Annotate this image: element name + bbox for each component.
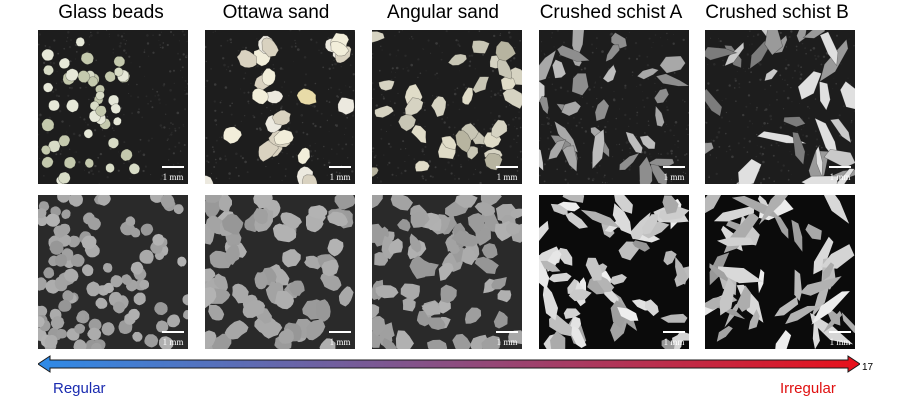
irregular-label: Irregular xyxy=(780,380,836,397)
ct-crushed-schist-b-image: 1 mm xyxy=(705,195,855,349)
column-title-angular-sand: Angular sand xyxy=(387,2,499,23)
photo-glass-beads-image: 1 mm xyxy=(38,30,188,184)
ct-angular-sand: 1 mm xyxy=(372,195,522,349)
photo-crushed-schist-a: 1 mm xyxy=(539,30,689,184)
ct-angular-sand-image: 1 mm xyxy=(372,195,522,349)
scale-bar: 1 mm xyxy=(162,331,184,347)
column-title-glass-beads: Glass beads xyxy=(58,2,164,23)
ct-crushed-schist-b: 1 mm xyxy=(705,195,855,349)
svg-text:1 mm: 1 mm xyxy=(163,172,184,182)
scale-bar: 1 mm xyxy=(663,331,685,347)
ct-crushed-schist-a: 1 mm xyxy=(539,195,689,349)
scale-bar: 1 mm xyxy=(829,331,851,347)
scale-bar: 1 mm xyxy=(162,166,184,182)
svg-text:1 mm: 1 mm xyxy=(830,337,851,347)
photo-crushed-schist-b: 1 mm xyxy=(705,30,855,184)
svg-text:1 mm: 1 mm xyxy=(497,337,518,347)
photo-ottawa-sand-image: 1 mm xyxy=(205,30,355,184)
svg-text:1 mm: 1 mm xyxy=(330,337,351,347)
photo-crushed-schist-a-image: 1 mm xyxy=(539,30,689,184)
ct-glass-beads: 1 mm xyxy=(38,195,188,349)
regularity-gradient-arrow xyxy=(38,355,860,373)
gradient-arrow-shape xyxy=(38,355,860,373)
svg-text:1 mm: 1 mm xyxy=(664,172,685,182)
svg-text:1 mm: 1 mm xyxy=(830,172,851,182)
ct-glass-beads-image: 1 mm xyxy=(38,195,188,349)
ct-ottawa-sand: 1 mm xyxy=(205,195,355,349)
ct-crushed-schist-a-image: 1 mm xyxy=(539,195,689,349)
scale-bar: 1 mm xyxy=(496,331,518,347)
column-title-crushed-schist-a: Crushed schist A xyxy=(539,2,683,23)
scale-bar: 1 mm xyxy=(496,166,518,182)
scale-bar: 1 mm xyxy=(829,166,851,182)
column-title-ottawa-sand: Ottawa sand xyxy=(222,2,330,23)
svg-text:1 mm: 1 mm xyxy=(163,337,184,347)
svg-text:1 mm: 1 mm xyxy=(330,172,351,182)
column-title-crushed-schist-b: Crushed schist B xyxy=(705,2,849,23)
photo-crushed-schist-b-image: 1 mm xyxy=(705,30,855,184)
photo-glass-beads: 1 mm xyxy=(38,30,188,184)
photo-ottawa-sand: 1 mm xyxy=(205,30,355,184)
ct-ottawa-sand-image: 1 mm xyxy=(205,195,355,349)
scale-bar: 1 mm xyxy=(329,166,351,182)
regular-label: Regular xyxy=(53,380,106,397)
scale-bar: 1 mm xyxy=(329,331,351,347)
svg-text:1 mm: 1 mm xyxy=(497,172,518,182)
scale-right-value: 17 xyxy=(862,362,874,373)
photo-angular-sand-image: 1 mm xyxy=(372,30,522,184)
svg-text:1 mm: 1 mm xyxy=(664,337,685,347)
photo-angular-sand: 1 mm xyxy=(372,30,522,184)
scale-bar: 1 mm xyxy=(663,166,685,182)
